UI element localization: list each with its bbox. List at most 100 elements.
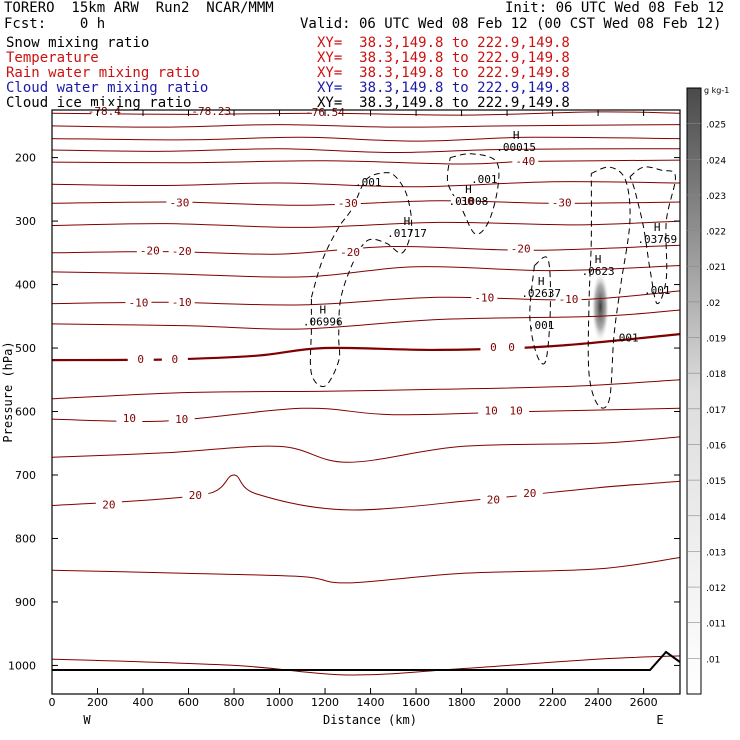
maximum-value: .00015 <box>496 141 536 154</box>
temperature-label: -30 <box>552 196 572 209</box>
temperature-label-bg <box>334 197 361 210</box>
maximum-marker: H <box>654 221 661 234</box>
temperature-label: -10 <box>559 293 579 306</box>
temperature-label-bg <box>136 245 163 258</box>
temperature-contour <box>52 436 680 463</box>
maximum-marker: H <box>538 275 545 288</box>
temperature-label-bg <box>478 405 505 418</box>
maximum-marker: H <box>513 129 520 142</box>
y-tick-label: 900 <box>15 596 36 609</box>
colorbar-label: .011 <box>706 620 726 630</box>
colorbar-label: .021 <box>706 263 726 273</box>
colorbar-label: .024 <box>706 156 726 166</box>
field-cloud-water: Cloud water mixing ratio <box>6 80 209 96</box>
temperature-contour <box>52 474 680 511</box>
x-tick-label: 200 <box>87 696 108 709</box>
temperature-contour <box>52 148 680 154</box>
colorbar-label: .016 <box>706 441 726 451</box>
temperature-contour <box>52 655 680 676</box>
temperature-contour <box>52 557 680 584</box>
colorbar-label: .017 <box>706 406 726 416</box>
east-label: E <box>656 713 663 727</box>
temperature-label: -20 <box>511 243 531 256</box>
shaded-mixing-ratio-max <box>591 270 610 343</box>
y-axis-label: Pressure (hPa) <box>1 341 15 442</box>
colorbar <box>686 87 702 695</box>
x-tick-label: 1600 <box>402 696 430 709</box>
colorbar-label: .025 <box>706 121 726 131</box>
y-tick-label: 200 <box>15 152 36 165</box>
x-tick-label: 600 <box>178 696 199 709</box>
temperature-contour <box>52 136 680 142</box>
temperature-label-bg <box>503 405 530 418</box>
y-tick-label: 300 <box>15 215 36 228</box>
temperature-label-bg <box>182 489 209 502</box>
field-temperature-xy: XY= 38.3,149.8 to 222.9,149.8 <box>317 50 570 66</box>
temperature-label: 20 <box>189 489 202 502</box>
temperature-label: -20 <box>340 246 360 259</box>
field-cloud-ice-xy: XY= 38.3,149.8 to 222.9,149.8 <box>317 95 570 111</box>
y-tick-label: 800 <box>15 532 36 545</box>
colorbar-label: .018 <box>706 370 726 380</box>
temperature-label-bg <box>507 243 534 256</box>
field-snow: Snow mixing ratio <box>6 35 150 51</box>
x-tick-label: 1400 <box>357 696 385 709</box>
init-time: Init: 06 UTC Wed 08 Feb 12 <box>505 0 725 16</box>
colorbar-label: .022 <box>706 228 726 238</box>
temperature-label: 20 <box>523 487 536 500</box>
colorbar-unit: g kg-1 <box>704 86 729 95</box>
mixing-ratio-label: .001 <box>471 173 498 186</box>
colorbar-label: .023 <box>706 192 726 202</box>
temperature-label-bg <box>161 354 188 367</box>
valid-time: Valid: 06 UTC Wed 08 Feb 12 (00 CST Wed … <box>300 16 722 32</box>
field-rain-xy: XY= 38.3,149.8 to 222.9,149.8 <box>317 65 570 81</box>
temperature-label-bg <box>480 494 507 507</box>
y-tick-label: 400 <box>15 279 36 292</box>
temperature-contour <box>52 220 680 228</box>
temperature-label: -30 <box>338 197 358 210</box>
x-tick-label: 2400 <box>584 696 612 709</box>
colorbar-label: .012 <box>706 584 726 594</box>
forecast-hour: Fcst: 0 h <box>4 16 106 32</box>
maximum-value: .01008 <box>449 195 489 208</box>
temperature-label: -20 <box>172 245 192 258</box>
mixing-ratio-label: .001 <box>528 319 555 332</box>
temperature-label: -10 <box>474 292 494 305</box>
temperature-label: -78.4 <box>88 105 121 118</box>
colorbar-label: .01 <box>706 655 720 665</box>
temperature-label-bg <box>471 292 498 305</box>
mixing-ratio-label: .001 <box>612 332 639 345</box>
maximum-marker: H <box>404 215 411 228</box>
field-cloud-water-xy: XY= 38.3,149.8 to 222.9,149.8 <box>317 80 570 96</box>
temperature-label-bg <box>512 156 539 169</box>
x-tick-label: 2000 <box>493 696 521 709</box>
temperature-label-bg <box>498 342 525 355</box>
temperature-label-bg <box>168 246 195 259</box>
temperature-contour <box>52 181 680 188</box>
temperature-label: -78.23 <box>191 105 231 118</box>
temperature-label: 0 <box>172 353 179 366</box>
temperature-label-bg <box>548 197 575 210</box>
temperature-contour <box>52 407 680 423</box>
temperature-label: -30 <box>169 196 189 209</box>
temperature-label-bg <box>450 196 477 209</box>
temperature-label: 20 <box>102 498 115 511</box>
field-rain: Rain water mixing ratio <box>6 65 200 81</box>
maximum-value: .03769 <box>637 233 677 246</box>
colorbar-label: .015 <box>706 477 726 487</box>
temperature-contour <box>52 309 680 330</box>
mixing-ratio-contour <box>629 166 676 305</box>
maximum-marker: H <box>595 253 602 266</box>
temperature-contour <box>52 290 680 306</box>
temperature-label: 10 <box>123 412 136 425</box>
temperature-contour <box>52 200 680 206</box>
temperature-label: -20 <box>140 245 160 258</box>
y-tick-label: 700 <box>15 469 36 482</box>
temperature-label-bg <box>516 488 543 501</box>
x-tick-label: 1000 <box>266 696 294 709</box>
temperature-label-bg <box>127 354 154 367</box>
maximum-value: .06996 <box>303 316 343 329</box>
y-tick-label: 600 <box>15 406 36 419</box>
temperature-label: 0 <box>490 341 497 354</box>
temperature-label-bg <box>555 293 582 306</box>
